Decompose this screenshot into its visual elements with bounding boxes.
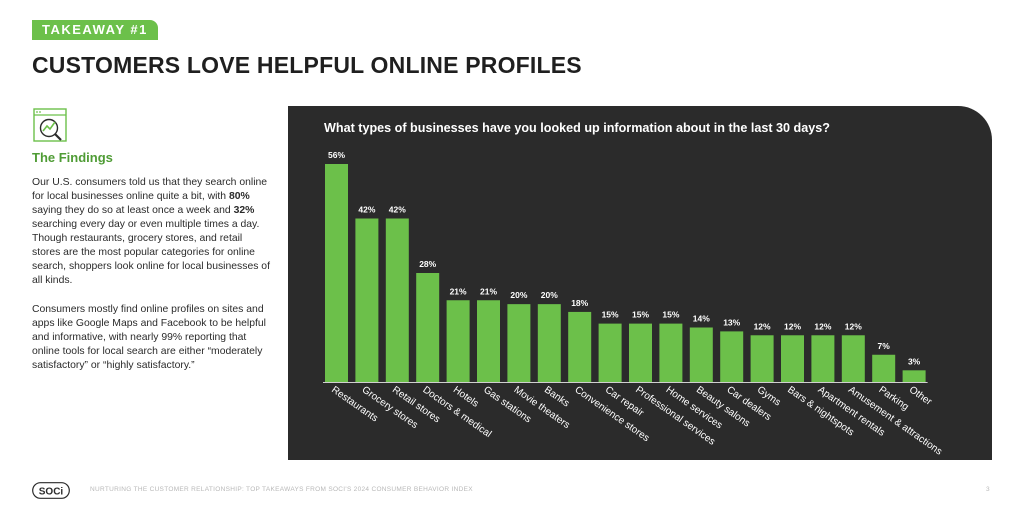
- bar-convenience-stores: [568, 311, 592, 382]
- bar-bars-nightspots: [781, 335, 804, 382]
- value-label-gas-stations: 21%: [480, 286, 497, 296]
- bar-doctors-medical: [416, 273, 440, 382]
- bar-gyms: [750, 335, 774, 382]
- soci-logo: SOCi: [32, 482, 70, 499]
- page-title: CUSTOMERS LOVE HELPFUL ONLINE PROFILES: [32, 52, 582, 78]
- value-label-car-dealers: 13%: [723, 317, 740, 327]
- value-label-movie-theaters: 20%: [510, 290, 527, 300]
- value-label-grocery-stores: 42%: [358, 205, 375, 215]
- bar-grocery-stores: [355, 218, 379, 382]
- value-label-banks: 20%: [541, 290, 558, 300]
- value-label-bars-nightspots: 12%: [784, 321, 801, 331]
- bar-beauty-salons: [689, 327, 713, 382]
- bar-apartment-rentals: [811, 335, 835, 382]
- value-label-parking: 7%: [878, 341, 891, 351]
- value-label-beauty-salons: 14%: [693, 314, 710, 324]
- findings-heading: The Findings: [32, 150, 113, 165]
- footer-text: NURTURING THE CUSTOMER RELATIONSHIP: TOP…: [90, 486, 473, 493]
- value-label-gyms: 12%: [754, 321, 771, 331]
- value-label-retail-stores: 42%: [389, 205, 406, 215]
- bar-banks: [537, 304, 561, 382]
- bar-gas-stations: [477, 300, 500, 382]
- value-label-doctors-medical: 28%: [419, 259, 436, 269]
- category-label-other: Other: [907, 384, 934, 408]
- bar-restaurants: [325, 164, 348, 382]
- bar-hotels: [446, 300, 470, 382]
- bar-professional-services: [629, 323, 652, 382]
- takeaway-badge: TAKEAWAY #1: [32, 20, 158, 40]
- chart-panel: What types of businesses have you looked…: [288, 106, 992, 460]
- findings-paragraph-1: Our U.S. consumers told us that they sea…: [32, 177, 270, 286]
- bar-amusement-attractions: [841, 335, 865, 382]
- bar-car-dealers: [720, 331, 744, 382]
- value-label-professional-services: 15%: [632, 310, 649, 320]
- bar-car-repair: [598, 323, 622, 382]
- value-label-apartment-rentals: 12%: [814, 321, 831, 331]
- bar-retail-stores: [385, 218, 409, 382]
- value-label-convenience-stores: 18%: [571, 298, 588, 308]
- value-label-restaurants: 56%: [328, 150, 345, 160]
- chart-title: What types of businesses have you looked…: [324, 121, 830, 135]
- value-label-other: 3%: [908, 356, 921, 366]
- bar-other: [902, 370, 926, 382]
- value-label-hotels: 21%: [450, 286, 467, 296]
- value-label-car-repair: 15%: [602, 310, 619, 320]
- value-label-amusement-attractions: 12%: [845, 321, 862, 331]
- svg-text:SOCi: SOCi: [39, 486, 64, 497]
- findings-paragraph-2: Consumers mostly find online profiles on…: [32, 304, 266, 371]
- bar-home-services: [659, 323, 683, 382]
- value-label-home-services: 15%: [662, 310, 679, 320]
- bar-movie-theaters: [507, 304, 531, 382]
- trend-chart-icon: [33, 108, 67, 142]
- page-number: 3: [986, 486, 990, 493]
- bar-parking: [872, 354, 896, 382]
